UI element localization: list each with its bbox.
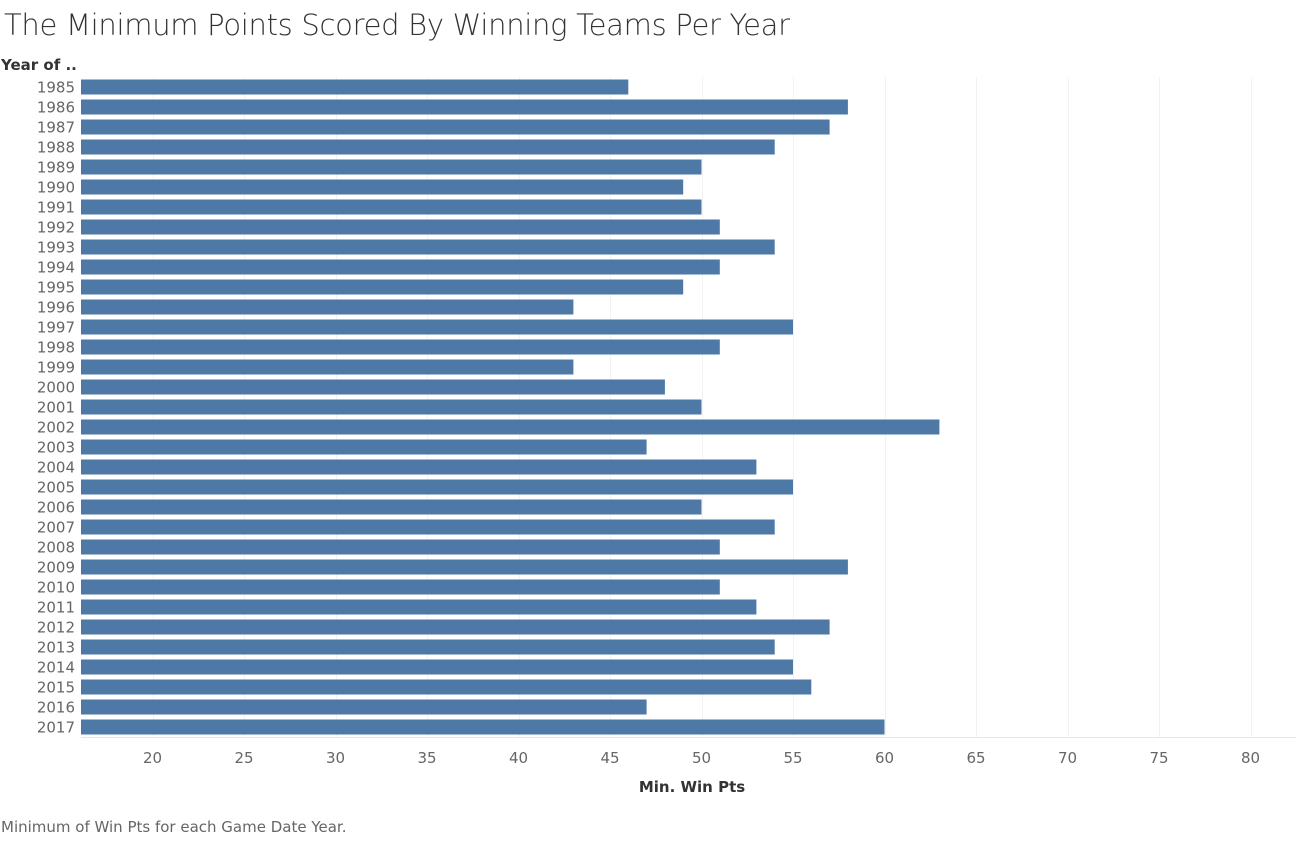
year-label: 1991 (37, 199, 75, 217)
bar (81, 339, 720, 355)
x-tick-label: 40 (509, 749, 528, 767)
bar (81, 719, 885, 735)
year-label: 2003 (37, 439, 75, 457)
year-label: 2000 (37, 379, 75, 397)
year-label: 2012 (37, 619, 75, 637)
bar (81, 199, 702, 215)
year-label: 2014 (37, 659, 75, 677)
bar (81, 439, 647, 455)
x-tick-label: 65 (966, 749, 985, 767)
year-label: 2002 (37, 419, 75, 437)
bar (81, 579, 720, 595)
year-label: 2008 (37, 539, 75, 557)
year-label: 2016 (37, 699, 75, 717)
year-label: 1985 (37, 79, 75, 97)
bar (81, 599, 757, 615)
bar (81, 359, 574, 375)
year-label: 2001 (37, 399, 75, 417)
bar (81, 419, 940, 435)
year-label: 1999 (37, 359, 75, 377)
chart-title: The Minimum Points Scored By Winning Tea… (4, 8, 790, 42)
year-label: 1996 (37, 299, 75, 317)
year-label: 2013 (37, 639, 75, 657)
x-axis-title-text: Min. Win Pts (638, 778, 746, 796)
year-label: 1995 (37, 279, 75, 297)
chart-caption: Minimum of Win Pts for each Game Date Ye… (1, 818, 347, 836)
year-label: 2005 (37, 479, 75, 497)
year-label: 2009 (37, 559, 75, 577)
year-label: 2010 (37, 579, 75, 597)
year-label: 1987 (37, 119, 75, 137)
year-label: 2011 (37, 599, 75, 617)
year-label: 2007 (37, 519, 75, 537)
x-tick-label: 45 (600, 749, 619, 767)
year-label: 1994 (37, 259, 75, 277)
bar (81, 379, 665, 395)
year-label: 1988 (37, 139, 75, 157)
x-tick-label: 80 (1241, 749, 1260, 767)
bar (81, 279, 684, 295)
bar (81, 679, 812, 695)
x-tick-label: 60 (875, 749, 894, 767)
bar (81, 479, 793, 495)
bar (81, 239, 775, 255)
year-label: 2017 (37, 719, 75, 737)
bar (81, 399, 702, 415)
year-label: 1986 (37, 99, 75, 117)
bar (81, 319, 793, 335)
year-label: 2015 (37, 679, 75, 697)
year-label: 1989 (37, 159, 75, 177)
bar (81, 499, 702, 515)
year-label: 1997 (37, 319, 75, 337)
x-tick-label: 30 (326, 749, 345, 767)
bar (81, 459, 757, 475)
bar (81, 259, 720, 275)
bar (81, 219, 720, 235)
x-tick-label: 20 (143, 749, 162, 767)
x-tick-label: 75 (1149, 749, 1168, 767)
bar (81, 139, 775, 155)
year-label: 1990 (37, 179, 75, 197)
year-label: 2006 (37, 499, 75, 517)
bar (81, 99, 848, 115)
year-label: 1992 (37, 219, 75, 237)
bar (81, 639, 775, 655)
x-tick-label: 50 (692, 749, 711, 767)
bar (81, 159, 702, 175)
year-label: 2004 (37, 459, 75, 477)
bar (81, 659, 793, 675)
bar (81, 179, 684, 195)
bar (81, 699, 647, 715)
bar (81, 559, 848, 575)
bar (81, 79, 629, 95)
x-tick-label: 55 (783, 749, 802, 767)
x-tick-label: 35 (417, 749, 436, 767)
bar (81, 299, 574, 315)
bar (81, 119, 830, 135)
bar (81, 519, 775, 535)
bar (81, 619, 830, 635)
year-label: 1993 (37, 239, 75, 257)
row-header: Year of .. (1, 56, 77, 74)
year-label: 1998 (37, 339, 75, 357)
bar (81, 539, 720, 555)
x-tick-label: 25 (234, 749, 253, 767)
x-tick-label: 70 (1058, 749, 1077, 767)
